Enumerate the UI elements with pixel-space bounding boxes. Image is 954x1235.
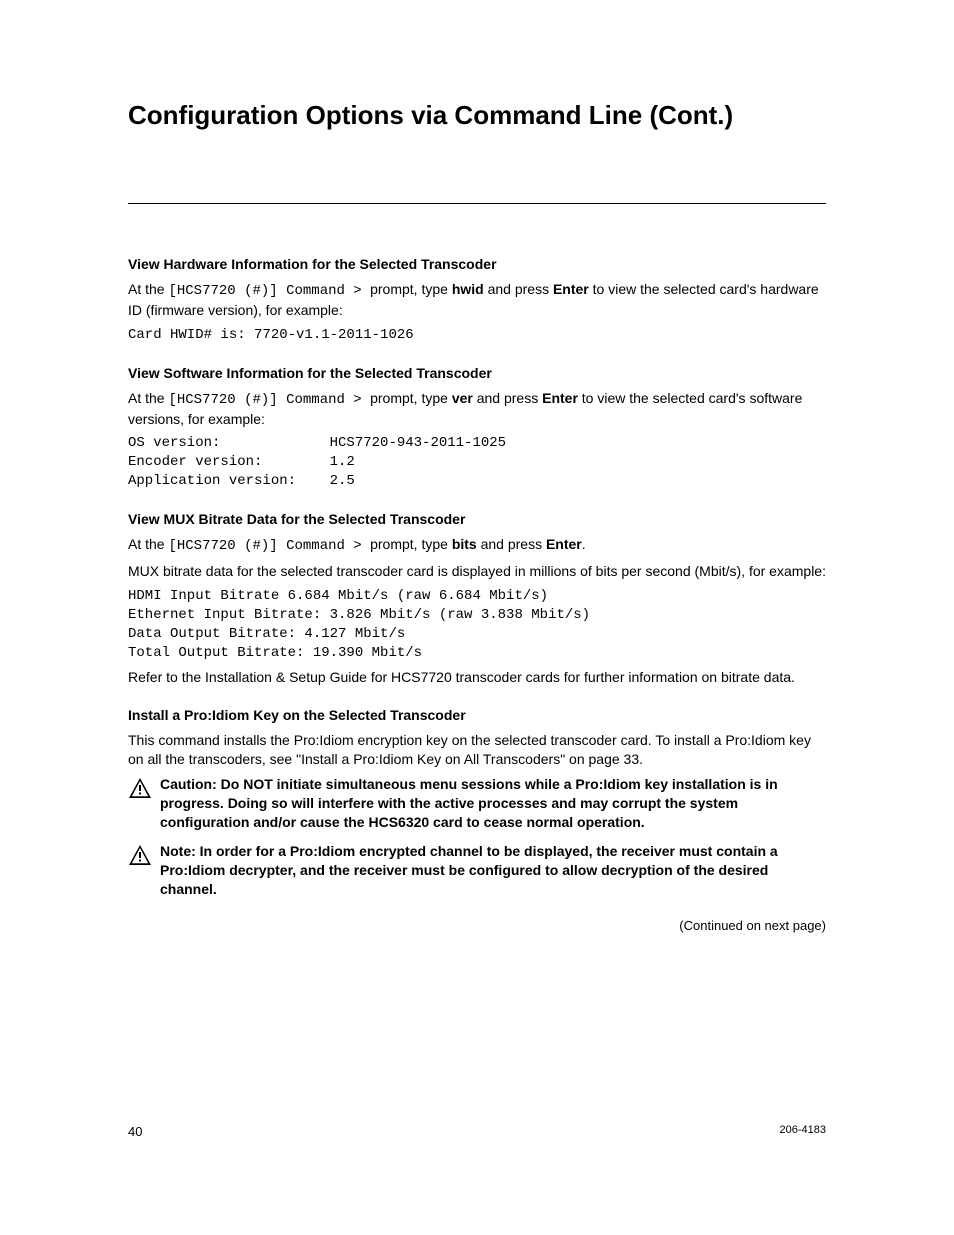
text: prompt, type [370, 281, 452, 297]
section-heading: View Hardware Information for the Select… [128, 256, 826, 272]
caution-text: Caution: Do NOT initiate simultaneous me… [160, 775, 826, 832]
text: and press [477, 536, 546, 552]
text: and press [473, 390, 542, 406]
prompt-text: [HCS7720 (#)] Command > [168, 392, 370, 408]
prompt-text: [HCS7720 (#)] Command > [168, 283, 370, 299]
section-mux-bitrate: View MUX Bitrate Data for the Selected T… [128, 511, 826, 687]
text: . [582, 536, 586, 552]
text: and press [484, 281, 553, 297]
text: At the [128, 281, 168, 297]
warning-icon [128, 844, 156, 871]
section-heading: View MUX Bitrate Data for the Selected T… [128, 511, 826, 527]
continued-label: (Continued on next page) [128, 918, 826, 933]
body-text: At the [HCS7720 (#)] Command > prompt, t… [128, 280, 826, 320]
body-text: Refer to the Installation & Setup Guide … [128, 668, 826, 687]
section-heading: View Software Information for the Select… [128, 365, 826, 381]
text: prompt, type [370, 390, 452, 406]
section-proidiom: Install a Pro:Idiom Key on the Selected … [128, 707, 826, 898]
warning-icon [128, 777, 156, 804]
body-text: At the [HCS7720 (#)] Command > prompt, t… [128, 389, 826, 429]
caution-block: Caution: Do NOT initiate simultaneous me… [128, 775, 826, 832]
section-software-info: View Software Information for the Select… [128, 365, 826, 491]
page-footer: 40 206-4183 [128, 1124, 826, 1139]
code-output: Card HWID# is: 7720-v1.1-2011-1026 [128, 326, 826, 345]
divider [128, 203, 826, 204]
key-name: Enter [546, 536, 582, 552]
section-hardware-info: View Hardware Information for the Select… [128, 256, 826, 345]
body-text: MUX bitrate data for the selected transc… [128, 562, 826, 581]
section-heading: Install a Pro:Idiom Key on the Selected … [128, 707, 826, 723]
command-name: hwid [452, 281, 484, 297]
code-output: OS version: HCS7720-943-2011-1025 Encode… [128, 434, 826, 491]
command-name: ver [452, 390, 473, 406]
page-title: Configuration Options via Command Line (… [128, 100, 826, 131]
text: At the [128, 536, 168, 552]
text: At the [128, 390, 168, 406]
key-name: Enter [553, 281, 589, 297]
command-name: bits [452, 536, 477, 552]
body-text: At the [HCS7720 (#)] Command > prompt, t… [128, 535, 826, 556]
key-name: Enter [542, 390, 578, 406]
code-output: HDMI Input Bitrate 6.684 Mbit/s (raw 6.6… [128, 587, 826, 663]
note-text: Note: In order for a Pro:Idiom encrypted… [160, 842, 826, 899]
text: prompt, type [370, 536, 452, 552]
page-number: 40 [128, 1124, 142, 1139]
document-id: 206-4183 [780, 1124, 827, 1139]
note-block: Note: In order for a Pro:Idiom encrypted… [128, 842, 826, 899]
body-text: This command installs the Pro:Idiom encr… [128, 731, 826, 769]
prompt-text: [HCS7720 (#)] Command > [168, 538, 370, 554]
